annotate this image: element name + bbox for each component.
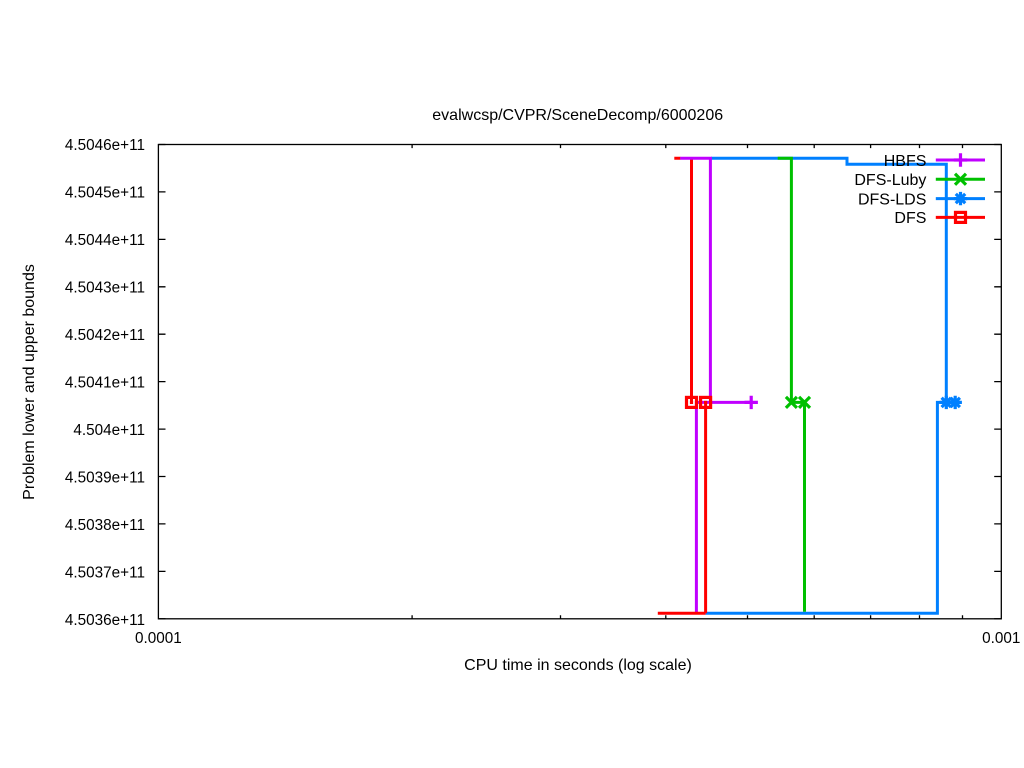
svg-text:DFS-Luby: DFS-Luby [854,172,926,189]
svg-text:Problem lower and upper bounds: Problem lower and upper bounds [21,264,38,500]
svg-text:HBFS: HBFS [884,153,927,170]
svg-text:4.5037e+11: 4.5037e+11 [65,564,145,581]
svg-text:4.5042e+11: 4.5042e+11 [65,327,145,344]
svg-text:DFS: DFS [894,210,926,227]
svg-text:DFS-LDS: DFS-LDS [858,191,926,208]
svg-text:evalwcsp/CVPR/SceneDecomp/6000: evalwcsp/CVPR/SceneDecomp/6000206 [432,107,723,124]
svg-text:4.5046e+11: 4.5046e+11 [65,137,145,154]
svg-text:4.504e+11: 4.504e+11 [73,422,145,439]
svg-text:0.001: 0.001 [982,630,1020,647]
svg-text:0.0001: 0.0001 [135,630,182,647]
svg-text:4.5043e+11: 4.5043e+11 [65,279,145,296]
svg-text:4.5045e+11: 4.5045e+11 [65,185,145,202]
svg-text:CPU time in seconds (log scale: CPU time in seconds (log scale) [464,657,692,674]
svg-text:4.5036e+11: 4.5036e+11 [65,612,145,629]
svg-text:4.5044e+11: 4.5044e+11 [65,232,145,249]
svg-text:4.5038e+11: 4.5038e+11 [65,517,145,534]
svg-text:4.5039e+11: 4.5039e+11 [65,469,145,486]
svg-text:4.5041e+11: 4.5041e+11 [65,374,145,391]
